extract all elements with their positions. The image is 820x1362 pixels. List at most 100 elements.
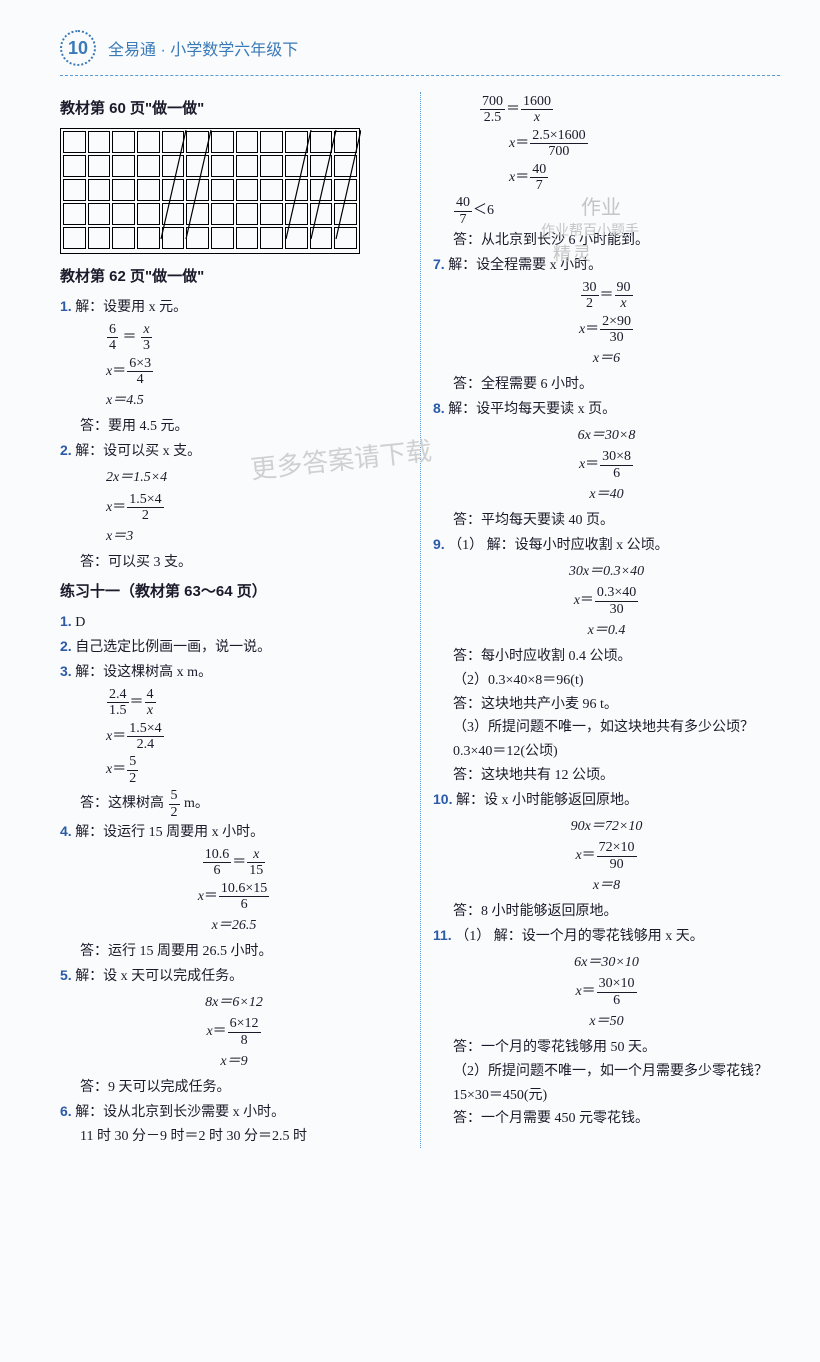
qnum: 2. xyxy=(60,442,72,458)
q-head: 解：设 x 天可以完成任务。 xyxy=(75,969,243,984)
answer: 答：一个月需要 450 元零花钱。 xyxy=(453,1107,780,1131)
answer: 答：运行 15 周要用 26.5 小时。 xyxy=(80,940,408,964)
ex11-3: 3. 解：设这棵树高 x m。 2.41.5＝4x x＝1.5×42.4 x＝5… xyxy=(60,660,408,820)
ex11-8: 8. 解：设平均每天要读 x 页。 6x＝30×8 x＝30×86 x＝40 答… xyxy=(433,397,780,533)
eq: x＝1.5×42.4 xyxy=(106,721,408,753)
eq: x＝2×9030 xyxy=(433,314,780,346)
eq: 2x＝1.5×4 xyxy=(106,466,408,490)
qnum: 1. xyxy=(60,613,72,629)
qnum: 9. xyxy=(433,536,445,552)
eq: x＝3 xyxy=(106,525,408,549)
header-divider xyxy=(60,74,780,76)
qnum: 2. xyxy=(60,638,72,654)
q-head: 解：设运行 15 周要用 x 小时。 xyxy=(75,825,264,840)
answer: 答：一个月的零花钱够用 50 天。 xyxy=(453,1036,780,1060)
eq: 6x＝30×8 xyxy=(433,424,780,448)
qnum: 10. xyxy=(433,791,452,807)
eq: x＝0.4 xyxy=(433,619,780,643)
section-ex11: 练习十一（教材第 63～64 页） xyxy=(60,579,408,605)
qnum: 6. xyxy=(60,1103,72,1119)
eq: x＝26.5 xyxy=(60,914,408,938)
ex11-11: 11. （1） 解：设一个月的零花钱够用 x 天。 6x＝30×10 x＝30×… xyxy=(433,924,780,1131)
section-p60: 教材第 60 页"做一做" xyxy=(60,96,408,122)
eq: x＝1.5×42 xyxy=(106,492,408,524)
p3-calc: 0.3×40＝12(公顷) xyxy=(453,740,780,764)
eq: x＝30×86 xyxy=(433,449,780,481)
answer: 答：9 天可以完成任务。 xyxy=(80,1076,408,1100)
page-root: 10 全易通 · 小学数学六年级下 更多答案请下载 作业 作业帮百小题手 精灵 … xyxy=(0,0,820,1168)
p2-calc: 15×30＝450(元) xyxy=(453,1084,780,1108)
eq: x＝407 xyxy=(509,162,780,194)
stamp-line2: 作业帮百小题手 xyxy=(541,220,679,240)
eq: 10.66＝x15 xyxy=(60,847,408,879)
page-header: 10 全易通 · 小学数学六年级下 xyxy=(60,30,780,66)
section-p62: 教材第 62 页"做一做" xyxy=(60,264,408,290)
qnum: 11. xyxy=(433,927,452,943)
page-number: 10 xyxy=(68,38,88,59)
eq: 6x＝30×10 xyxy=(433,951,780,975)
stamp-watermark: 作业 作业帮百小题手 精灵 xyxy=(540,190,680,270)
ex11-2: 2. 自己选定比例画一画，说一说。 xyxy=(60,635,408,660)
qnum: 4. xyxy=(60,823,72,839)
eq: x＝40 xyxy=(433,483,780,507)
ex2-text: 自己选定比例画一画，说一说。 xyxy=(75,640,271,655)
p3: （3）所提问题不唯一，如这块地共有多少公顷？ xyxy=(453,716,780,740)
qnum: 5. xyxy=(60,967,72,983)
eq: 302＝90x xyxy=(433,280,780,312)
answer: 答：要用 4.5 元。 xyxy=(80,415,408,439)
eq: x＝52 xyxy=(106,754,408,786)
eq: 11 时 30 分－9 时＝2 时 30 分＝2.5 时 xyxy=(80,1125,408,1149)
q-head: 解：设从北京到长沙需要 x 小时。 xyxy=(75,1105,285,1120)
answer: 答：8 小时能够返回原地。 xyxy=(453,900,780,924)
eq: x＝50 xyxy=(433,1010,780,1034)
ex11-1: 1. D xyxy=(60,610,408,635)
page-number-badge: 10 xyxy=(60,30,96,66)
ex11-9: 9. （1） 解：设每小时应收割 x 公顷。 30x＝0.3×40 x＝0.3×… xyxy=(433,533,780,788)
eq: 30x＝0.3×40 xyxy=(433,560,780,584)
eq: x＝72×1090 xyxy=(433,840,780,872)
answer: 答：每小时应收割 0.4 公顷。 xyxy=(453,645,780,669)
q62-2: 2. 解：设可以买 x 支。 2x＝1.5×4 x＝1.5×42 x＝3 答：可… xyxy=(60,439,408,575)
eq: x＝6×34 xyxy=(106,356,408,388)
eq: x＝2.5×1600700 xyxy=(509,128,780,160)
answer: 答：平均每天要读 40 页。 xyxy=(453,509,780,533)
ex11-5: 5. 解：设 x 天可以完成任务。 8x＝6×12 x＝6×128 x＝9 答：… xyxy=(60,964,408,1100)
p2: （2）0.3×40×8＝96(t) xyxy=(453,669,780,693)
answer: 答：这块地共产小麦 96 t。 xyxy=(453,693,780,717)
grid-diagonals xyxy=(61,129,361,243)
answer: 答：全程需要 6 小时。 xyxy=(453,373,780,397)
p2: （2）所提问题不唯一，如一个月需要多少零花钱？ xyxy=(453,1060,780,1084)
q-head: 解：设一个月的零花钱够用 x 天。 xyxy=(494,929,704,944)
p1-label: （1） xyxy=(455,929,490,944)
ex1-text: D xyxy=(75,615,85,630)
q-head: 解：设平均每天要读 x 页。 xyxy=(448,402,616,417)
eq: x＝10.6×156 xyxy=(60,881,408,913)
header-title: 全易通 · 小学数学六年级下 xyxy=(108,36,298,60)
eq: x＝8 xyxy=(433,874,780,898)
eq: x＝6 xyxy=(433,347,780,371)
answer: 答：这块地共有 12 公顷。 xyxy=(453,764,780,788)
eq: x＝9 xyxy=(60,1050,408,1074)
ex11-6: 6. 解：设从北京到长沙需要 x 小时。 11 时 30 分－9 时＝2 时 3… xyxy=(60,1100,408,1149)
qnum: 3. xyxy=(60,663,72,679)
eq: x＝6×128 xyxy=(60,1016,408,1048)
eq: 90x＝72×10 xyxy=(433,815,780,839)
q-head: 解：设 x 小时能够返回原地。 xyxy=(456,793,638,808)
answer: 答：这棵树高 52 m。 xyxy=(80,788,408,820)
answer: 答：可以买 3 支。 xyxy=(80,551,408,575)
eq: 64 ＝ x3 xyxy=(106,322,408,354)
eq: 7002.5＝1600x xyxy=(479,94,780,126)
qnum: 8. xyxy=(433,400,445,416)
eq: x＝30×106 xyxy=(433,976,780,1008)
q-head: 解：设要用 x 元。 xyxy=(75,300,187,315)
q-head: 解：设每小时应收割 x 公顷。 xyxy=(487,538,669,553)
eq: x＝0.3×4030 xyxy=(433,585,780,617)
grid-figure xyxy=(60,128,360,254)
eq: x＝4.5 xyxy=(106,389,408,413)
left-column: 教材第 60 页"做一做" 教材第 62 页"做一做" 1. 解：设要用 x 元… xyxy=(60,92,420,1148)
stamp-line1: 作业 xyxy=(581,191,679,220)
q-head: 解：设可以买 x 支。 xyxy=(75,444,201,459)
qnum: 7. xyxy=(433,256,445,272)
ex11-10: 10. 解：设 x 小时能够返回原地。 90x＝72×10 x＝72×1090 … xyxy=(433,788,780,924)
q-head: 解：设这棵树高 x m。 xyxy=(75,665,212,680)
